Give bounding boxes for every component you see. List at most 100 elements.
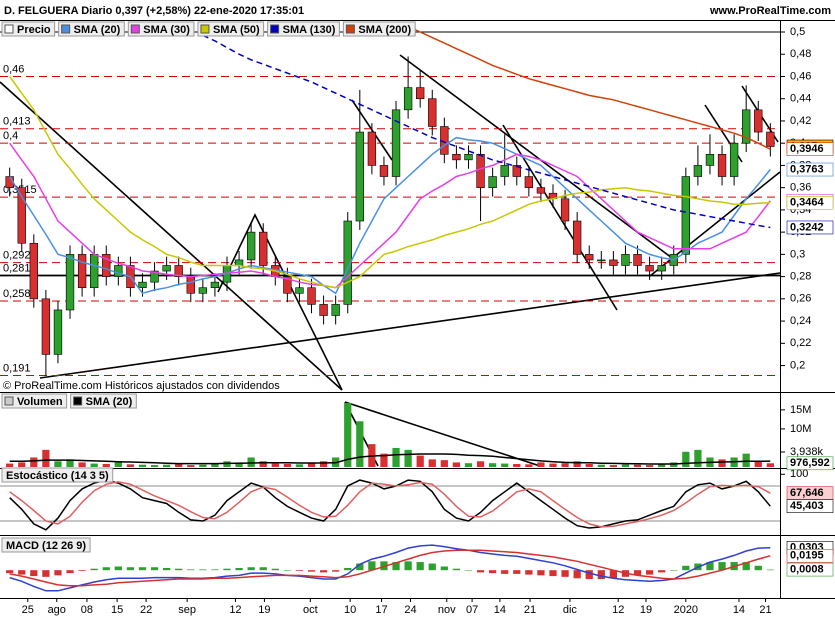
candle-body [416, 87, 425, 100]
candle-body [391, 109, 401, 177]
bar [319, 461, 328, 467]
bar [489, 570, 497, 574]
bar [392, 447, 400, 467]
panel-frames [0, 20, 835, 599]
bar [175, 463, 183, 467]
legend-box [58, 21, 125, 37]
x-tick-label: 07 [466, 604, 478, 616]
bar [537, 462, 545, 467]
trend-line [344, 401, 541, 467]
x-tick-label: 10 [344, 604, 356, 616]
legend-box [197, 21, 265, 37]
y-tick-label: 0,2 [790, 359, 805, 371]
bar [344, 403, 352, 467]
trend-line [39, 272, 781, 379]
candle-body [766, 131, 775, 147]
bar [150, 465, 159, 467]
bar [283, 463, 291, 467]
level-label: 0,46 [3, 63, 24, 75]
candle-body [307, 287, 316, 305]
bar [163, 464, 171, 467]
x-tick-label: 25 [22, 604, 34, 616]
bar [573, 570, 581, 579]
bar [235, 567, 243, 571]
legend-swatch [200, 24, 210, 34]
bar [742, 453, 750, 467]
bar [658, 463, 666, 467]
bar [247, 567, 255, 571]
candle-body [488, 176, 497, 188]
bar [235, 462, 243, 467]
bar [54, 570, 62, 576]
bar [754, 565, 762, 571]
bar [501, 570, 509, 574]
y-tick-label: 0,46 [790, 70, 811, 82]
bar [633, 570, 642, 576]
legend-label: SMA (20) [86, 396, 133, 408]
value-label: 0,3242 [790, 221, 824, 233]
legend-swatch [73, 396, 83, 406]
series-line [202, 34, 771, 229]
bar [670, 570, 678, 571]
legend-box [1, 393, 68, 409]
x-tick-label: 17 [375, 604, 387, 616]
bar [259, 461, 267, 467]
source: www.ProRealTime.com [709, 5, 831, 17]
bar [138, 567, 147, 571]
x-tick-label: 08 [81, 604, 93, 616]
bar [332, 570, 340, 572]
bar [404, 449, 412, 467]
bar [585, 570, 593, 580]
bar [283, 570, 291, 571]
y-tick-label: 0,36 [790, 182, 811, 194]
candle-body [53, 309, 63, 355]
bar [138, 464, 147, 467]
bar [175, 568, 183, 571]
bar [416, 455, 424, 467]
bar [428, 459, 436, 467]
bar [223, 568, 231, 571]
legend-box [1, 537, 91, 553]
trend-line [399, 54, 673, 259]
bar [295, 464, 304, 467]
series-line [9, 142, 771, 289]
value-box [786, 562, 834, 577]
legend-label: SMA (50) [213, 24, 260, 36]
candle-body [198, 287, 208, 294]
bar [42, 570, 50, 577]
legend-swatch [345, 24, 355, 34]
bar [30, 457, 38, 467]
bar [6, 570, 14, 574]
bar [525, 464, 533, 467]
bar [90, 568, 98, 571]
candle-body [186, 276, 195, 294]
candle-body [681, 176, 690, 255]
candle-body [597, 259, 606, 262]
series-line [9, 479, 771, 531]
candle-body [512, 165, 521, 177]
value-label: 67,646 [790, 487, 824, 499]
bar [585, 463, 593, 467]
value-label: 0,0195 [790, 550, 824, 562]
candle-body [717, 154, 727, 177]
bar [90, 463, 98, 467]
series-line [9, 544, 771, 592]
legend-box [127, 21, 195, 37]
bar [54, 461, 62, 467]
candle-body [645, 265, 654, 272]
legend-swatch [4, 24, 14, 34]
bar [380, 453, 388, 467]
candle-body [283, 276, 292, 294]
candle-body [331, 304, 340, 316]
candle-body [90, 254, 99, 289]
candle-body [464, 154, 473, 161]
value-box [786, 195, 834, 210]
candle-body [657, 265, 666, 272]
legend-box [267, 21, 340, 37]
series-line [9, 549, 771, 587]
y-tick-label: 100 [790, 468, 808, 480]
bar [513, 570, 521, 574]
bar [682, 451, 690, 467]
candle-body [693, 165, 703, 177]
